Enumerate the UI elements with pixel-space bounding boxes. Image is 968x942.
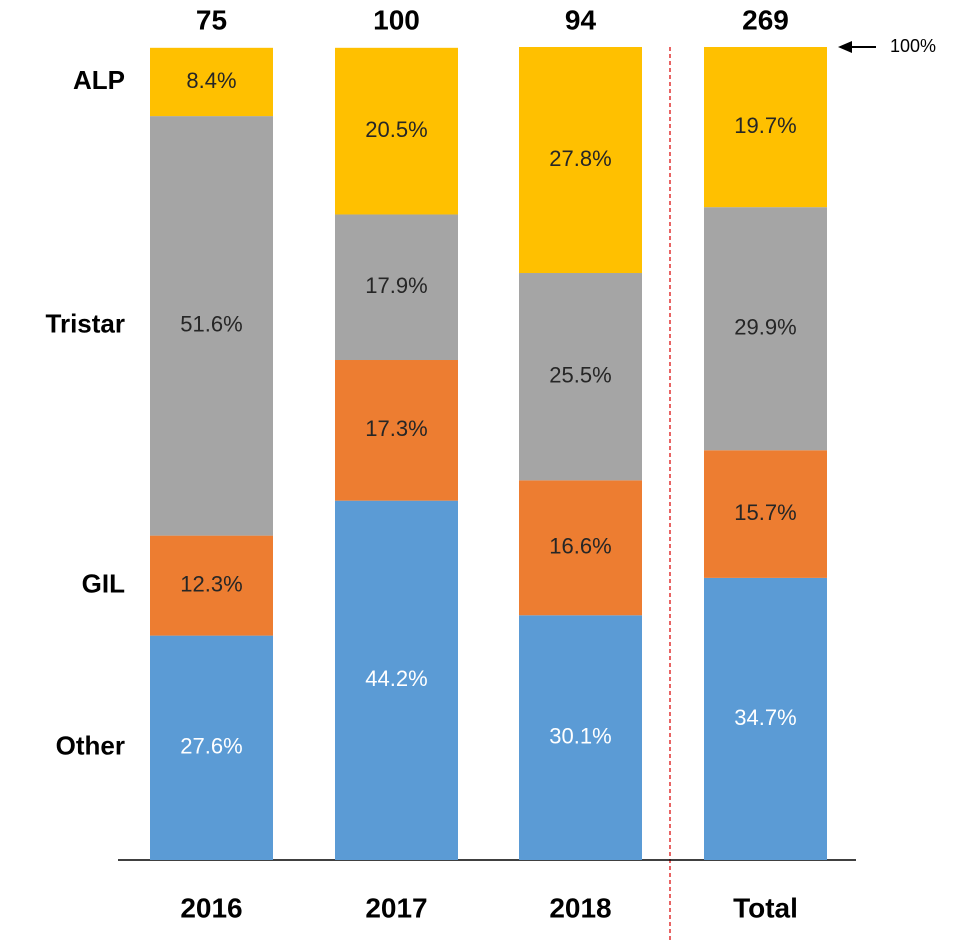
annotation-label: 100%	[890, 36, 936, 56]
value-label: 12.3%	[180, 571, 242, 596]
bar-segment	[335, 47, 458, 215]
total-label: 100	[373, 4, 420, 35]
value-label: 8.4%	[186, 68, 236, 93]
bar-segment	[335, 214, 458, 361]
value-label: 17.3%	[365, 416, 427, 441]
value-label: 20.5%	[365, 117, 427, 142]
x-tick-label: 2018	[549, 892, 611, 923]
total-label: 94	[565, 4, 597, 35]
bar-segment	[704, 577, 827, 860]
value-label: 44.2%	[365, 666, 427, 691]
value-label: 30.1%	[549, 723, 611, 748]
bar-segment	[704, 207, 827, 451]
bar-segment	[150, 47, 273, 117]
value-label: 27.8%	[549, 146, 611, 171]
bar-segment	[704, 47, 827, 208]
arrow-head	[838, 41, 852, 53]
value-label: 25.5%	[549, 362, 611, 387]
bar-segment	[519, 47, 642, 274]
x-tick-label: 2017	[365, 892, 427, 923]
x-tick-label: 2016	[180, 892, 242, 923]
bar-segment	[519, 615, 642, 860]
value-label: 16.6%	[549, 534, 611, 559]
legend-label: ALP	[73, 65, 125, 95]
bar-segment	[519, 273, 642, 481]
value-label: 29.9%	[734, 315, 796, 340]
bar-segment	[335, 360, 458, 501]
value-label: 15.7%	[734, 500, 796, 525]
bar-segment	[150, 116, 273, 536]
value-label: 27.6%	[180, 734, 242, 759]
legend-label: Other	[56, 731, 125, 761]
bar-segment	[335, 500, 458, 860]
legend-label: Tristar	[46, 309, 126, 339]
bar-segment	[150, 535, 273, 636]
value-label: 51.6%	[180, 312, 242, 337]
value-label: 19.7%	[734, 113, 796, 138]
x-tick-label: Total	[733, 892, 798, 923]
value-label: 17.9%	[365, 273, 427, 298]
bar-segment	[704, 450, 827, 578]
bar-segment	[519, 480, 642, 616]
bar-segment	[150, 635, 273, 860]
total-label: 75	[196, 4, 227, 35]
legend-label: GIL	[82, 568, 125, 598]
value-label: 34.7%	[734, 705, 796, 730]
total-label: 269	[742, 4, 789, 35]
